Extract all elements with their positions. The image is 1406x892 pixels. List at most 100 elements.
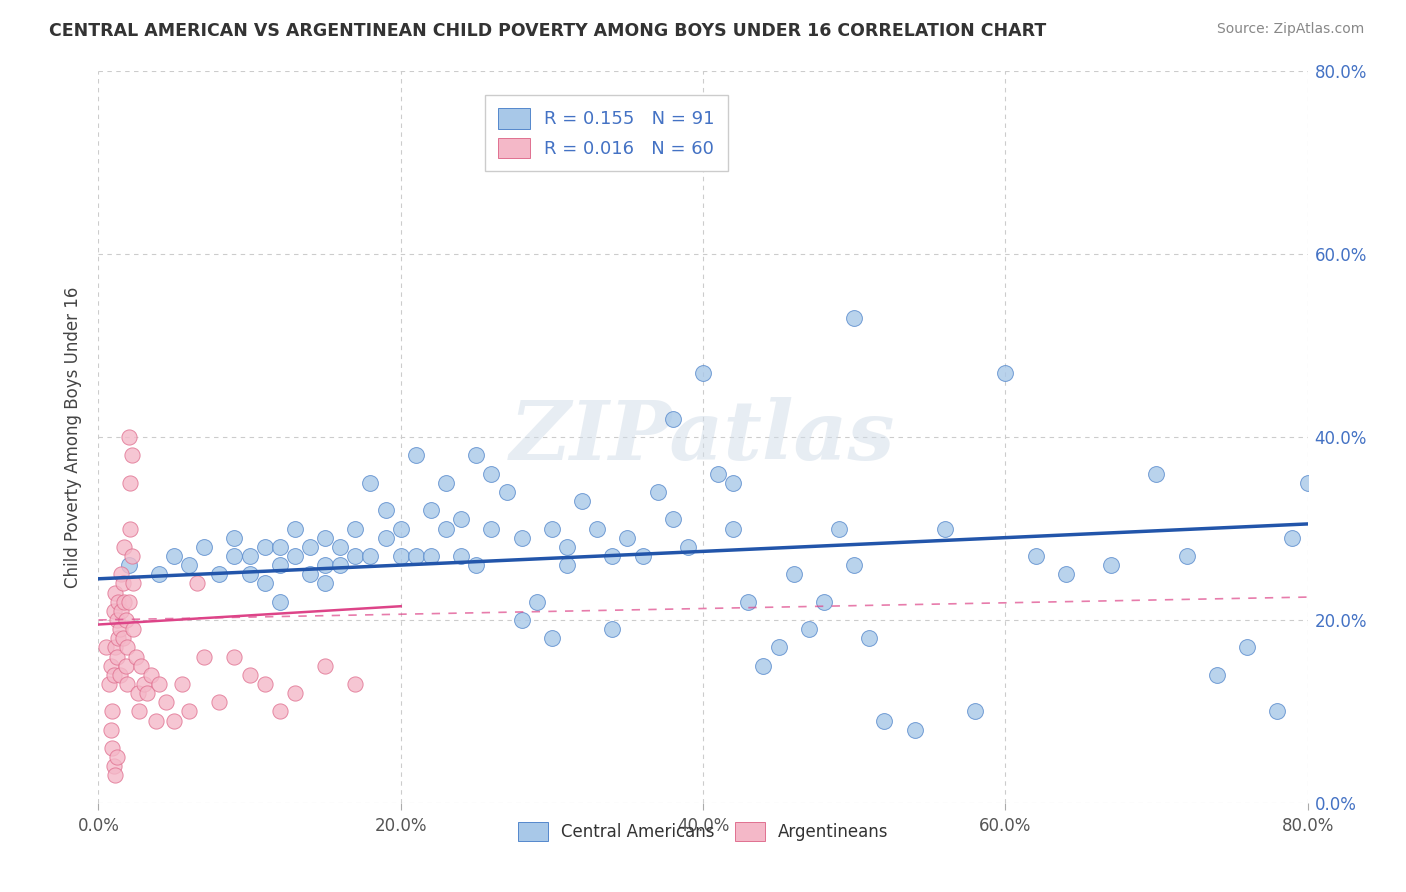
Point xyxy=(253,677,276,691)
Point xyxy=(1296,475,1319,490)
Point xyxy=(125,649,148,664)
Point xyxy=(1267,705,1289,719)
Point xyxy=(127,686,149,700)
Point xyxy=(465,448,488,462)
Point xyxy=(661,512,683,526)
Point xyxy=(163,549,186,563)
Point xyxy=(239,549,262,563)
Point xyxy=(163,714,186,728)
Point xyxy=(253,540,276,554)
Point xyxy=(314,558,336,573)
Point xyxy=(844,311,866,326)
Point xyxy=(1206,667,1229,681)
Point xyxy=(115,640,138,655)
Point xyxy=(1175,549,1198,563)
Point xyxy=(420,549,443,563)
Point xyxy=(571,494,593,508)
Point xyxy=(118,430,141,444)
Point xyxy=(1144,467,1167,481)
Point xyxy=(107,632,129,646)
Point xyxy=(434,521,457,535)
Point xyxy=(148,567,170,582)
Point xyxy=(115,677,138,691)
Point xyxy=(98,677,121,691)
Point xyxy=(737,594,759,608)
Point xyxy=(208,695,231,709)
Point xyxy=(631,549,654,563)
Point xyxy=(526,594,548,608)
Point xyxy=(405,448,427,462)
Point xyxy=(94,640,117,655)
Point xyxy=(314,576,336,591)
Point xyxy=(299,540,322,554)
Point xyxy=(828,521,851,535)
Point xyxy=(100,658,122,673)
Point xyxy=(723,521,745,535)
Point xyxy=(405,549,427,563)
Point xyxy=(135,686,157,700)
Point xyxy=(586,521,609,535)
Point xyxy=(284,521,307,535)
Point xyxy=(104,768,127,782)
Point xyxy=(495,485,517,500)
Point xyxy=(994,366,1017,380)
Point xyxy=(103,667,125,681)
Point xyxy=(540,632,562,646)
Point xyxy=(208,567,231,582)
Point xyxy=(540,521,562,535)
Point xyxy=(112,540,135,554)
Point xyxy=(141,667,163,681)
Point xyxy=(707,467,730,481)
Point xyxy=(450,549,472,563)
Point xyxy=(284,549,307,563)
Point xyxy=(110,604,132,618)
Point xyxy=(647,485,669,500)
Point xyxy=(179,705,201,719)
Point xyxy=(100,723,122,737)
Point xyxy=(101,740,124,755)
Point xyxy=(269,594,291,608)
Point xyxy=(434,475,457,490)
Point xyxy=(193,649,215,664)
Point xyxy=(105,750,128,764)
Point xyxy=(344,521,367,535)
Point xyxy=(111,576,134,591)
Point xyxy=(602,549,624,563)
Point xyxy=(692,366,714,380)
Point xyxy=(1054,567,1077,582)
Point xyxy=(344,677,367,691)
Point xyxy=(120,521,142,535)
Point xyxy=(122,622,145,636)
Point xyxy=(114,658,136,673)
Point xyxy=(129,658,152,673)
Point xyxy=(121,549,143,563)
Point xyxy=(111,632,134,646)
Point xyxy=(797,622,820,636)
Point xyxy=(374,503,396,517)
Point xyxy=(108,667,131,681)
Point xyxy=(389,549,412,563)
Point xyxy=(105,649,128,664)
Point xyxy=(121,448,143,462)
Point xyxy=(389,521,412,535)
Point xyxy=(122,576,145,591)
Point xyxy=(1024,549,1046,563)
Text: ZIPatlas: ZIPatlas xyxy=(510,397,896,477)
Point xyxy=(813,594,835,608)
Point xyxy=(314,531,336,545)
Point xyxy=(360,475,382,490)
Point xyxy=(1281,531,1303,545)
Point xyxy=(155,695,177,709)
Point xyxy=(768,640,790,655)
Point xyxy=(873,714,896,728)
Point xyxy=(239,667,262,681)
Point xyxy=(360,549,382,563)
Point xyxy=(602,622,624,636)
Point xyxy=(108,622,131,636)
Point xyxy=(269,558,291,573)
Point xyxy=(752,658,775,673)
Y-axis label: Child Poverty Among Boys Under 16: Child Poverty Among Boys Under 16 xyxy=(65,286,83,588)
Point xyxy=(314,658,336,673)
Point xyxy=(481,467,503,481)
Point xyxy=(239,567,262,582)
